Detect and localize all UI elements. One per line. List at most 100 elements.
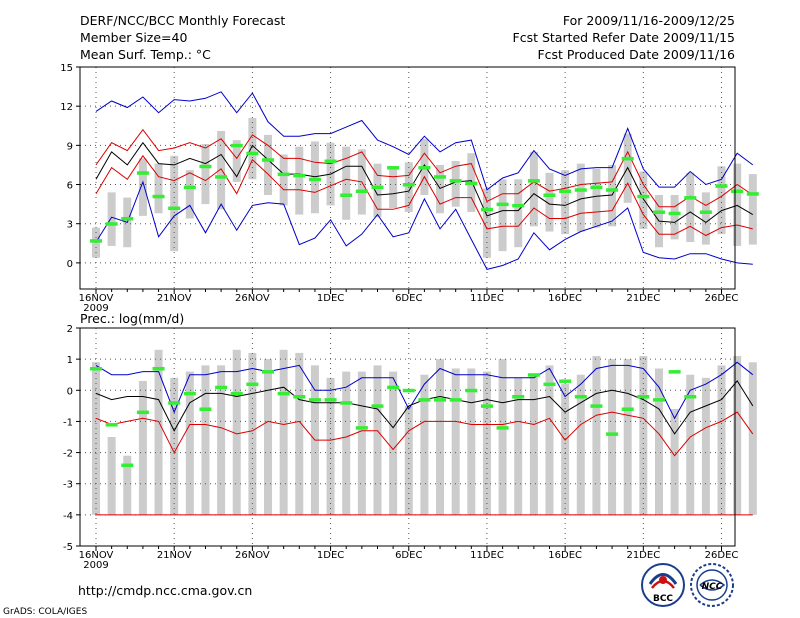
observed-point (590, 185, 603, 190)
observed-markers (90, 143, 759, 243)
ensemble-min-line (95, 180, 753, 270)
observed-point (652, 398, 665, 402)
y-axis: 2 1 0 -1 -2 -3 -4 -5 (63, 324, 80, 553)
member-range-bar (185, 170, 194, 219)
observed-point (480, 404, 493, 408)
observed-point (371, 404, 384, 408)
observed-point (308, 177, 321, 182)
x-year-label: 2009 (83, 560, 108, 571)
member-range-bar (686, 172, 695, 242)
member-range-bar (436, 359, 445, 515)
member-range-bar (467, 368, 476, 515)
y-tick-label: 12 (60, 102, 73, 113)
member-range-bar (248, 117, 257, 180)
source-url[interactable]: http://cmdp.ncc.cma.gov.cn (78, 583, 252, 598)
member-range-bar (185, 371, 194, 515)
member-range-bar (717, 365, 726, 515)
member-range-bar (733, 356, 742, 515)
member-range-bar (170, 155, 179, 252)
member-range-bar (592, 356, 601, 515)
member-range-bar (436, 164, 445, 214)
observed-point (277, 172, 290, 177)
y-tick-label: 0 (67, 259, 73, 270)
observed-point (136, 171, 149, 175)
member-range-bar (326, 377, 335, 515)
member-range-bar (170, 377, 179, 515)
bcc-logo: BCC (641, 563, 685, 607)
observed-point (402, 388, 415, 393)
observed-point (652, 210, 665, 214)
x-tick-label: 26DEC (705, 293, 739, 304)
member-range-bar (529, 374, 538, 515)
member-range-bar (608, 359, 617, 515)
y-tick-label: -4 (63, 511, 73, 522)
member-range-bar (342, 371, 351, 515)
member-range-bar (451, 161, 460, 207)
member-range-bar (529, 151, 538, 227)
observed-point (324, 159, 337, 164)
observed-point (621, 156, 634, 161)
observed-point (136, 410, 149, 415)
x-tick-label: 1DEC (317, 550, 344, 561)
observed-point (606, 188, 619, 192)
observed-point (90, 366, 102, 371)
x-axis: 16NOV 21NOV 26NOV 1DEC 6DEC 11DEC 16DEC 21DEC 26… (79, 546, 738, 571)
y-tick-label: 2 (67, 324, 73, 335)
member-range-bar (451, 368, 460, 515)
observed-point (355, 189, 368, 194)
precipitation-panel: 2 1 0 -1 -2 -3 -4 -5 16NOV 21NOV 26NOV 1DEC 6DEC 11DE… (63, 324, 757, 571)
x-tick-label: 26NOV (235, 293, 270, 304)
y-axis: 15 12 9 6 3 0 (60, 63, 80, 270)
y-tick-label: 6 (67, 181, 73, 192)
x-tick-label: 26NOV (235, 550, 270, 561)
observed-point (340, 193, 353, 197)
mean-spread-line (95, 154, 753, 237)
observed-point (121, 216, 134, 221)
observed-point (590, 404, 603, 408)
member-range-bar (279, 154, 288, 206)
member-range-bar (357, 371, 366, 515)
observed-point (402, 183, 415, 187)
observed-point (152, 194, 165, 199)
member-range-bar (748, 362, 757, 515)
member-range-bar (138, 380, 147, 515)
y-tick-label: -3 (63, 480, 73, 491)
member-range-bar (264, 359, 273, 515)
member-range-bar (654, 368, 663, 515)
forecast-period: For 2009/11/16-2009/12/25 (563, 13, 735, 28)
observed-point (543, 193, 556, 197)
member-range-bar (576, 163, 585, 232)
observed-point (340, 401, 353, 405)
member-range-bar (279, 349, 288, 515)
observed-point (215, 175, 228, 179)
member-range-bar (670, 408, 679, 515)
observed-point (152, 366, 165, 371)
observed-point (668, 370, 681, 374)
member-range-bar (639, 171, 648, 229)
member-range-bar (670, 194, 679, 240)
member-range-bar (561, 384, 570, 515)
mean-spread-line (95, 128, 754, 208)
ncc-logo-text: NCC (702, 582, 723, 592)
member-range-bar (389, 371, 398, 515)
observed-point (199, 407, 212, 411)
member-range-bar (217, 365, 226, 515)
member-size: Member Size=40 (80, 30, 187, 45)
x-tick-label: 1DEC (317, 293, 344, 304)
ncc-logo: NCC (690, 563, 734, 607)
x-tick-label: 11DEC (470, 550, 504, 561)
observed-point (90, 239, 102, 243)
bcc-logo-text: BCC (653, 594, 673, 604)
x-tick-label: 21DEC (626, 550, 660, 561)
observed-point (449, 179, 462, 183)
observed-point (606, 432, 619, 436)
plot-frame (79, 327, 736, 547)
member-range-bar (232, 349, 241, 515)
member-range-bar (733, 163, 742, 246)
y-tick-label: 3 (67, 220, 73, 231)
observed-point (559, 189, 572, 194)
x-axis: 16NOV 21NOV 26NOV 1DEC 6DEC 11DEC 16DEC 21DEC 26… (79, 289, 739, 314)
observed-point (355, 426, 368, 430)
observed-point (731, 189, 744, 194)
